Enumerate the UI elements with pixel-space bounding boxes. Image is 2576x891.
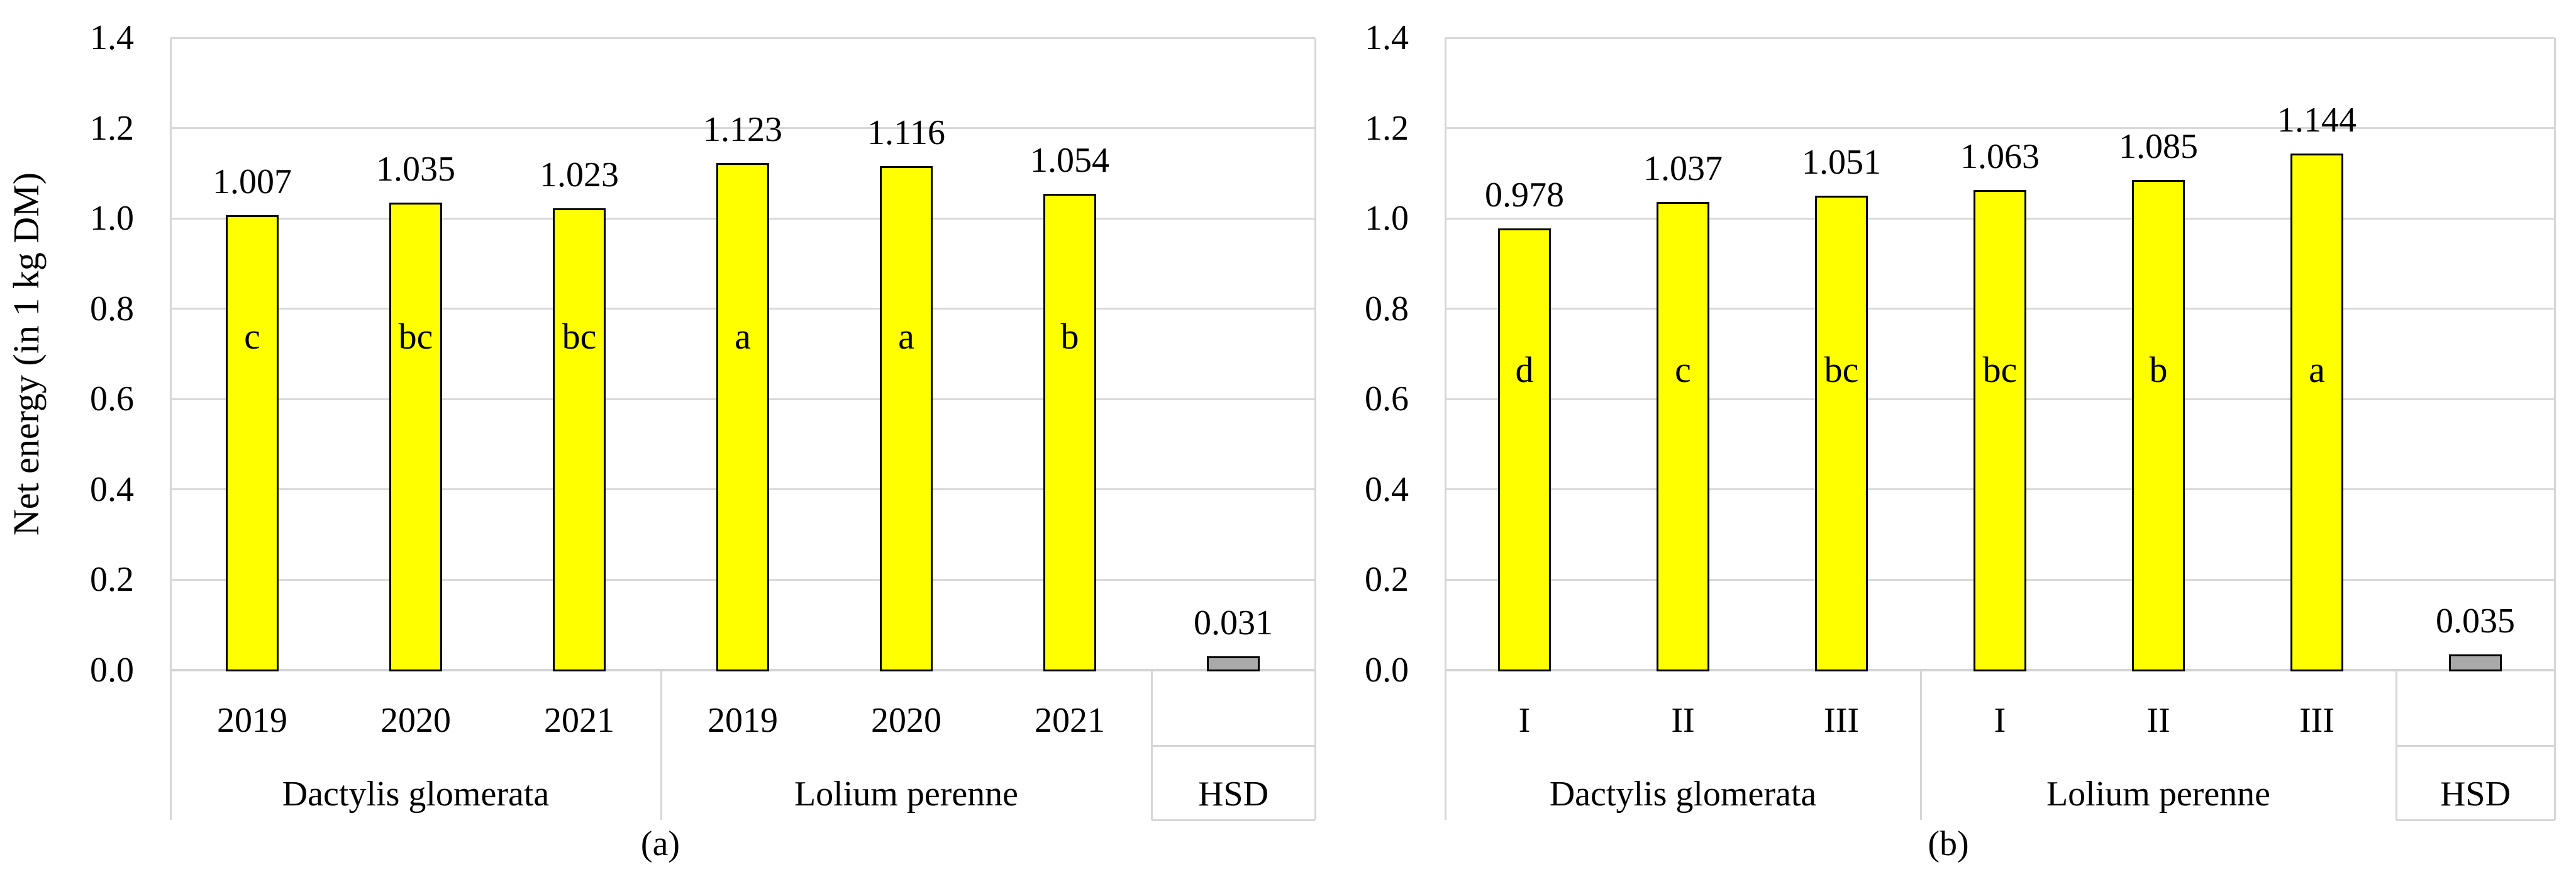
- group-divider: [660, 670, 662, 820]
- x-tick-label: II: [2146, 701, 2170, 740]
- group-label: HSD: [2440, 775, 2511, 814]
- x-tick-label: 2020: [871, 701, 941, 740]
- bar-value-label: 1.116: [867, 113, 945, 152]
- bar: [716, 163, 769, 671]
- chart-canvas-b: 0.0 0.2 0.4 0.6 0.8 1.0 1.2 1.4 0.978 d I 1.037 c II 1…: [1321, 0, 2576, 891]
- group-label: Dactylis glomerata: [1549, 775, 1817, 814]
- bar-value-label: 0.978: [1485, 176, 1564, 215]
- hsd-bar: [2449, 654, 2502, 671]
- bar: [389, 203, 442, 671]
- y-tick-label: 1.4: [1365, 18, 1409, 57]
- bar-value-label: 1.007: [213, 162, 292, 201]
- bar: [1657, 202, 1709, 671]
- group-label: Lolium perenne: [2046, 775, 2271, 814]
- x-tick-label: II: [1671, 701, 1695, 740]
- bar: [880, 166, 933, 671]
- gridline: [1445, 37, 2555, 39]
- group-label: HSD: [1197, 775, 1269, 814]
- gridline: [170, 37, 1315, 39]
- x-tick-label: III: [2299, 701, 2334, 740]
- group-divider: [1920, 670, 1922, 820]
- bar: [2290, 154, 2343, 671]
- bar-letter-label: bc: [562, 316, 597, 357]
- panel-a: Net energy (in 1 kg DM) 0.0 0.2 0.4 0.6 0.8 1…: [6, 18, 1316, 863]
- bar-letter-label: bc: [1982, 349, 2018, 390]
- bar: [1043, 194, 1096, 671]
- bar-value-label: 1.023: [540, 155, 619, 194]
- bar: [553, 208, 606, 671]
- plot-left-border: [1445, 38, 1446, 820]
- bar: [1498, 228, 1551, 671]
- bar-letter-label: bc: [1824, 349, 1859, 390]
- y-tick-label: 0.2: [90, 560, 134, 599]
- y-tick-label: 1.2: [1365, 109, 1409, 148]
- y-tick-label: 0.2: [1365, 560, 1409, 599]
- y-tick-label: 0.6: [90, 379, 134, 418]
- x-tick-label: 2021: [1035, 701, 1105, 740]
- bar-letter-label: bc: [398, 316, 433, 357]
- y-tick-label: 0.6: [1365, 379, 1409, 418]
- gridline: [170, 127, 1315, 129]
- bar-letter-label: b: [2149, 349, 2168, 390]
- bar-letter-label: c: [1675, 349, 1691, 390]
- bar-value-label: 1.054: [1030, 141, 1109, 180]
- y-tick-label: 0.0: [90, 651, 134, 690]
- y-tick-label: 0.4: [90, 470, 134, 509]
- plot-left-border: [170, 38, 172, 820]
- group-label: Dactylis glomerata: [282, 775, 550, 814]
- y-tick-label: 1.4: [90, 18, 134, 57]
- hsd-cell-line: [2396, 744, 2555, 747]
- y-tick-label: 1.0: [1365, 199, 1409, 238]
- bar-value-label: 0.035: [2436, 602, 2515, 641]
- y-tick-label: 1.2: [90, 109, 134, 148]
- bar-value-label: 1.085: [2119, 127, 2198, 166]
- bar-letter-label: b: [1060, 316, 1079, 357]
- y-tick-label: 0.0: [1365, 651, 1409, 690]
- x-tick-label: 2020: [380, 701, 451, 740]
- hsd-cell-line: [1152, 819, 1315, 821]
- panel-b: 0.0 0.2 0.4 0.6 0.8 1.0 1.2 1.4 0.978 d I 1.037 c II 1…: [1321, 0, 2576, 891]
- gridline: [1445, 127, 2555, 129]
- bar: [2132, 180, 2185, 671]
- x-tick-label: III: [1824, 701, 1859, 740]
- bar-value-label: 1.063: [1960, 137, 2040, 176]
- y-tick-label: 0.8: [90, 289, 134, 328]
- bar: [1974, 190, 2026, 671]
- bar-value-label: 1.051: [1802, 143, 1881, 182]
- hsd-bar: [1207, 656, 1260, 671]
- plot-right-border: [2554, 38, 2556, 820]
- bar-letter-label: d: [1515, 349, 1534, 390]
- y-tick-label: 0.4: [1365, 470, 1409, 509]
- bar-letter-label: a: [898, 316, 914, 357]
- hsd-cell-line: [2396, 819, 2555, 821]
- bar: [1815, 196, 1868, 671]
- plot-right-border: [1314, 38, 1316, 820]
- group-label: Lolium perenne: [794, 775, 1019, 814]
- x-tick-label: I: [1518, 701, 1531, 740]
- bar-value-label: 0.031: [1194, 603, 1273, 642]
- bar-letter-label: a: [735, 316, 751, 357]
- bar-value-label: 1.123: [703, 110, 782, 149]
- bar-letter-label: a: [2309, 349, 2325, 390]
- x-tick-label: 2019: [708, 701, 778, 740]
- bar-value-label: 1.035: [376, 150, 455, 189]
- bar-value-label: 1.144: [2277, 101, 2357, 140]
- panel-caption-b: (b): [1928, 824, 1969, 863]
- y-tick-label: 0.8: [1365, 289, 1409, 328]
- panel-caption-a: (a): [640, 824, 680, 863]
- x-tick-label: I: [1994, 701, 2006, 740]
- chart-canvas-a: 0.0 0.2 0.4 0.6 0.8 1.0 1.2 1.4 1.007 c 2019 1.035 b…: [90, 18, 1316, 821]
- bar-value-label: 1.037: [1643, 149, 1723, 188]
- bar-letter-label: c: [244, 316, 260, 357]
- hsd-cell-line: [1152, 744, 1315, 747]
- x-tick-label: 2019: [217, 701, 287, 740]
- bar: [226, 215, 279, 671]
- x-tick-label: 2021: [544, 701, 614, 740]
- y-tick-label: 1.0: [90, 199, 134, 238]
